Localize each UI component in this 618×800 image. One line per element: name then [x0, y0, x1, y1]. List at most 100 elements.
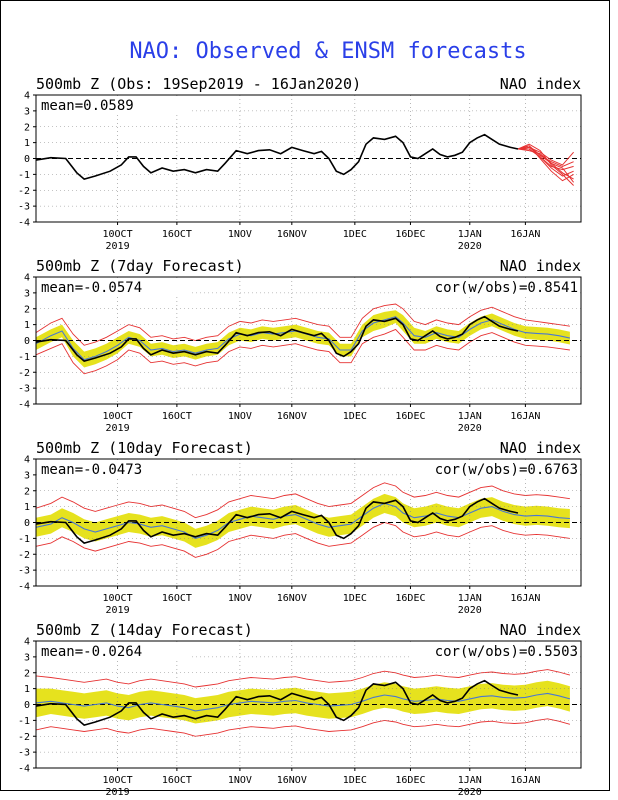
y-tick-label: -1 [18, 352, 30, 363]
y-tick-label: 3 [24, 106, 30, 117]
y-tick-label: -2 [18, 550, 30, 561]
chart-panels: 500mb Z (Obs: 19Sep2019 - 16Jan2020) NAO … [18, 75, 582, 798]
x-tick-label: 16NOV [277, 229, 307, 240]
mean-label: mean=-0.0574 [41, 280, 142, 296]
y-tick-label: -4 [18, 764, 30, 775]
x-tick-label: 16DEC [395, 411, 425, 422]
y-tick-label: 0 [24, 336, 30, 347]
x-year-label: 2019 [106, 787, 130, 798]
panel-right-label: NAO index [500, 75, 581, 93]
x-tick-label: 16OCT [162, 593, 192, 604]
y-tick-label: 3 [24, 652, 30, 663]
y-tick-label: 1 [24, 502, 30, 513]
figure-title: NAO: Observed & ENSM forecasts [129, 39, 526, 64]
panel-title: 500mb Z (7day Forecast) [36, 257, 244, 275]
panel-title: 500mb Z (10day Forecast) [36, 439, 253, 457]
y-tick-label: 2 [24, 122, 30, 133]
y-tick-label: 4 [24, 455, 30, 466]
observed-line [35, 315, 519, 362]
stat-label-bg [39, 279, 191, 295]
x-tick-label: 1DEC [343, 411, 367, 422]
y-tick-label: 0 [24, 154, 30, 165]
chart-panel-3: 500mb Z (10day Forecast) NAO index 4 3 2 1 0 -1… [18, 439, 582, 616]
y-tick-label: -1 [18, 534, 30, 545]
x-tick-label: 16DEC [395, 229, 425, 240]
x-tick-label: 1NOV [228, 775, 252, 786]
ensemble-mean-line [35, 692, 571, 712]
y-tick-label: -1 [18, 716, 30, 727]
x-tick-label: 1DEC [343, 775, 367, 786]
x-tick-label: 16JAN [510, 593, 540, 604]
chart-panel-4: 500mb Z (14day Forecast) NAO index 4 3 2 1 0 -1… [18, 621, 582, 798]
y-tick-label: 0 [24, 700, 30, 711]
chart-panel-2: 500mb Z (7day Forecast) NAO index 4 3 2 1 0 -1 -… [18, 257, 582, 434]
x-tick-label: 10OCT [103, 593, 133, 604]
panel-title: 500mb Z (14day Forecast) [36, 621, 253, 639]
x-year-label: 2020 [458, 423, 482, 434]
x-tick-label: 16DEC [395, 593, 425, 604]
stat-label-bg [39, 461, 191, 477]
y-tick-label: -4 [18, 582, 30, 593]
ensemble-mean-line [35, 502, 570, 539]
cor-label-bg [409, 279, 579, 295]
cor-label: cor(w/obs)=0.8541 [435, 280, 578, 296]
y-tick-label: 4 [24, 637, 30, 648]
x-tick-label: 10OCT [103, 775, 133, 786]
ensemble-band [36, 310, 570, 368]
x-tick-label: 1DEC [343, 593, 367, 604]
forecast-member-line [518, 148, 574, 171]
y-tick-label: 2 [24, 304, 30, 315]
forecast-member-line [517, 145, 574, 182]
y-tick-label: 4 [24, 91, 30, 102]
mean-label: mean=-0.0264 [41, 644, 142, 660]
y-tick-label: -4 [18, 400, 30, 411]
x-year-label: 2020 [458, 241, 482, 252]
forecast-member-line [517, 143, 574, 186]
cor-label-bg [409, 643, 579, 659]
x-tick-label: 1NOV [228, 593, 252, 604]
observed-line [35, 679, 519, 726]
x-tick-label: 16OCT [162, 411, 192, 422]
x-tick-label: 1JAN [458, 229, 482, 240]
y-tick-label: 1 [24, 684, 30, 695]
y-tick-label: 0 [24, 518, 30, 529]
x-tick-label: 1DEC [343, 229, 367, 240]
envelope-upper-line [35, 482, 570, 519]
observed-line [35, 133, 519, 180]
x-tick-label: 10OCT [103, 411, 133, 422]
y-tick-label: 3 [24, 288, 30, 299]
panel-right-label: NAO index [500, 439, 581, 457]
mean-label: mean=0.0589 [41, 98, 134, 114]
x-tick-label: 16NOV [277, 775, 307, 786]
envelope-lower-line [35, 328, 570, 375]
stat-label-bg [39, 97, 191, 113]
x-year-label: 2019 [106, 605, 130, 616]
panel-right-label: NAO index [500, 257, 581, 275]
chart-panel-1: 500mb Z (Obs: 19Sep2019 - 16Jan2020) NAO … [18, 75, 582, 252]
y-tick-label: -3 [18, 384, 30, 395]
x-tick-label: 1JAN [458, 775, 482, 786]
y-tick-label: -3 [18, 566, 30, 577]
figure-border [0, 0, 610, 791]
y-tick-label: -2 [18, 732, 30, 743]
y-tick-label: 2 [24, 486, 30, 497]
x-tick-label: 1JAN [458, 593, 482, 604]
y-tick-label: 1 [24, 320, 30, 331]
y-tick-label: -3 [18, 202, 30, 213]
x-tick-label: 10OCT [103, 229, 133, 240]
y-tick-label: 4 [24, 273, 30, 284]
stat-label-bg [39, 643, 191, 659]
envelope-lower-line [35, 718, 571, 737]
y-tick-label: -1 [18, 170, 30, 181]
panel-title: 500mb Z (Obs: 19Sep2019 - 16Jan2020) [36, 75, 361, 93]
y-tick-label: 1 [24, 138, 30, 149]
panel-right-label: NAO index [500, 621, 581, 639]
x-tick-label: 16JAN [510, 775, 540, 786]
cor-label: cor(w/obs)=0.5503 [435, 644, 578, 660]
y-tick-label: -2 [18, 186, 30, 197]
x-tick-label: 1NOV [228, 411, 252, 422]
mean-label: mean=-0.0473 [41, 462, 142, 478]
y-tick-label: 3 [24, 470, 30, 481]
x-year-label: 2019 [106, 241, 130, 252]
x-year-label: 2019 [106, 423, 130, 434]
